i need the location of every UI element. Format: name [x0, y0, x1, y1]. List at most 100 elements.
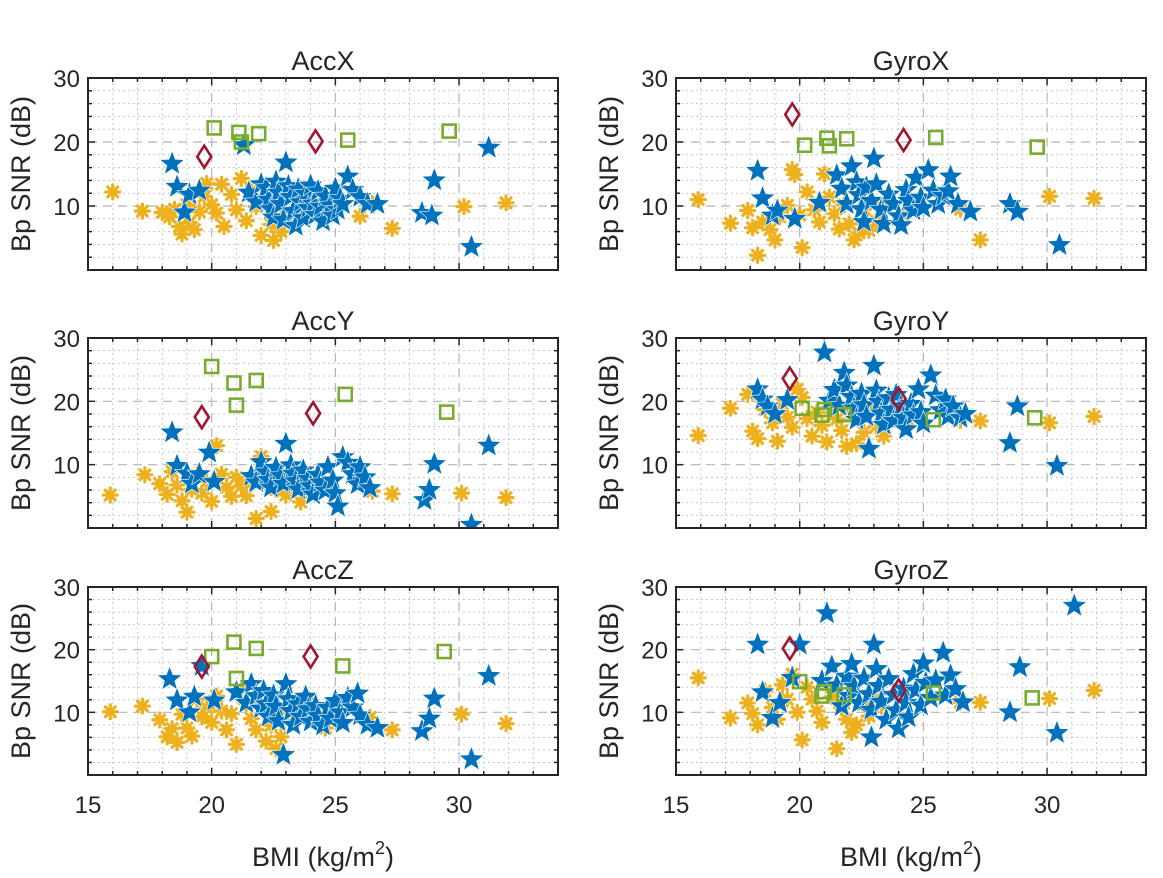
- diamond-marker: [890, 385, 908, 413]
- markers: [101, 358, 515, 528]
- asterisk-marker: [497, 715, 515, 733]
- star-marker: [334, 448, 361, 474]
- star-marker: [1043, 719, 1071, 745]
- asterisk-marker: [217, 478, 236, 497]
- panel-gyroy: GyroY 10 20 30 Bp SNR (dB): [594, 306, 1147, 529]
- asterisk-marker: [744, 704, 762, 723]
- asterisk-marker: [721, 709, 740, 727]
- asterisk-marker: [212, 175, 231, 193]
- y-axis-label: Bp SNR (dB): [594, 96, 624, 252]
- asterisk-marker: [163, 720, 181, 738]
- asterisk-marker: [227, 201, 246, 219]
- star-marker: [833, 371, 860, 397]
- y-tick-label: 20: [641, 130, 668, 157]
- asterisk-marker: [773, 676, 791, 694]
- axes-frame: [87, 77, 559, 271]
- y-axis-label: Bp SNR (dB): [594, 355, 624, 511]
- star-marker: [418, 201, 446, 227]
- square-marker: [927, 129, 944, 146]
- y-axis-label: Bp SNR (dB): [6, 96, 36, 252]
- star-marker: [200, 467, 228, 493]
- diamond-marker: [195, 143, 213, 171]
- square-marker: [814, 688, 830, 704]
- square-marker: [836, 686, 853, 703]
- asterisk-marker: [1085, 681, 1103, 699]
- square-marker: [226, 375, 242, 391]
- star-marker: [272, 429, 300, 455]
- asterisk-marker: [497, 489, 515, 507]
- square-marker: [226, 634, 242, 650]
- star-marker: [900, 660, 927, 686]
- asterisk-marker: [267, 740, 285, 758]
- star-marker: [181, 682, 208, 708]
- star-marker: [744, 156, 771, 183]
- star-marker: [937, 162, 964, 188]
- square-marker: [1024, 690, 1041, 706]
- y-tick-label: 20: [53, 389, 80, 416]
- diamond-marker: [307, 127, 325, 155]
- axes-frame: [87, 586, 559, 776]
- square-marker: [228, 670, 245, 687]
- star-marker: [270, 741, 297, 767]
- asterisk-marker: [227, 735, 246, 753]
- asterisk-marker: [749, 246, 767, 264]
- asterisk-marker: [798, 183, 816, 201]
- asterisk-marker: [763, 414, 782, 432]
- panel-gyroz: GyroZ 10 20 30 Bp SNR (dB) 15 20 25 30: [594, 555, 1147, 819]
- star-marker: [759, 704, 786, 730]
- diamond-marker: [783, 101, 801, 128]
- square-marker: [228, 397, 245, 413]
- square-marker: [796, 137, 813, 153]
- square-marker: [794, 400, 810, 417]
- star-marker: [860, 352, 888, 378]
- asterisk-marker: [383, 721, 401, 739]
- star-marker: [322, 479, 349, 505]
- asterisk-marker: [875, 427, 893, 445]
- markers: [689, 101, 1103, 264]
- diamond-marker: [890, 676, 908, 704]
- asterisk-marker: [193, 708, 211, 726]
- y-tick-label: 10: [53, 700, 80, 727]
- asterisk-marker: [237, 487, 255, 505]
- asterisk-marker: [850, 224, 868, 242]
- asterisk-marker: [173, 492, 191, 510]
- axes-frame: [87, 337, 559, 529]
- asterisk-marker: [173, 705, 191, 723]
- square-marker: [816, 401, 833, 418]
- star-marker: [942, 675, 969, 701]
- y-tick-label: 20: [641, 389, 668, 416]
- square-marker: [925, 685, 942, 701]
- square-marker: [248, 640, 265, 657]
- asterisk-marker: [183, 727, 201, 745]
- asterisk-marker: [753, 213, 772, 231]
- star-marker: [996, 698, 1024, 724]
- asterisk-marker: [793, 239, 811, 257]
- asterisk-marker: [689, 191, 707, 209]
- asterisk-marker: [212, 465, 231, 483]
- star-marker: [885, 714, 912, 740]
- asterisk-marker: [198, 175, 216, 193]
- asterisk-marker: [101, 486, 119, 504]
- star-marker: [272, 670, 300, 696]
- diamond-marker: [302, 643, 320, 670]
- square-marker: [203, 358, 220, 375]
- star-marker: [952, 400, 979, 426]
- asterisk-marker: [193, 484, 211, 502]
- star-marker: [949, 688, 977, 714]
- asterisk-marker: [133, 697, 152, 715]
- asterisk-marker: [810, 213, 829, 231]
- asterisk-marker: [257, 732, 275, 750]
- markers: [689, 591, 1103, 758]
- star-marker: [996, 429, 1024, 455]
- star-marker: [416, 476, 443, 502]
- star-marker: [818, 652, 846, 678]
- star-marker: [196, 438, 223, 464]
- square-marker: [821, 138, 838, 154]
- star-marker: [863, 655, 890, 681]
- x-axis-label-left: BMI (kg/m2): [252, 838, 394, 872]
- panel-gyrox: GyroX 10 20 30 Bp SNR (dB): [594, 46, 1147, 271]
- star-marker: [766, 689, 794, 715]
- asterisk-marker: [153, 203, 171, 221]
- x-axis-label-right: BMI (kg/m2): [840, 838, 982, 872]
